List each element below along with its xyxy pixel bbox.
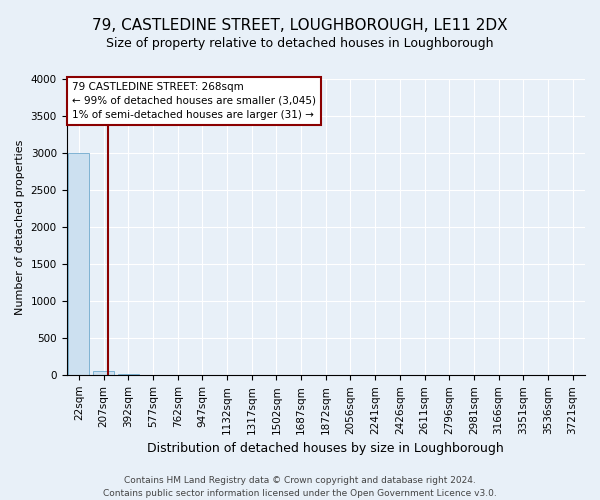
Text: 79 CASTLEDINE STREET: 268sqm
← 99% of detached houses are smaller (3,045)
1% of : 79 CASTLEDINE STREET: 268sqm ← 99% of de… [72,82,316,120]
X-axis label: Distribution of detached houses by size in Loughborough: Distribution of detached houses by size … [148,442,504,455]
Y-axis label: Number of detached properties: Number of detached properties [15,140,25,315]
Text: 79, CASTLEDINE STREET, LOUGHBOROUGH, LE11 2DX: 79, CASTLEDINE STREET, LOUGHBOROUGH, LE1… [92,18,508,32]
Bar [118,374,139,375]
Bar [68,153,89,375]
Text: Contains HM Land Registry data © Crown copyright and database right 2024.
Contai: Contains HM Land Registry data © Crown c… [103,476,497,498]
Text: Size of property relative to detached houses in Loughborough: Size of property relative to detached ho… [106,38,494,51]
Bar [93,372,114,375]
